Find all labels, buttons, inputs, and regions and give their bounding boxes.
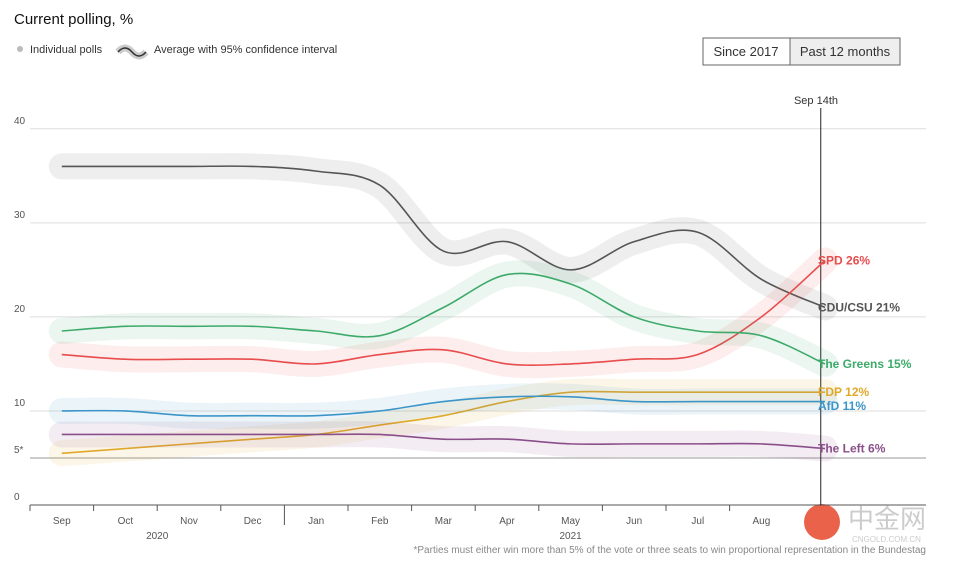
series-end-label: 11% [843,399,867,413]
date-marker-label: Sep 14th [794,95,838,107]
series-name: FDP [818,385,842,399]
x-tick-label: Jul [691,516,704,527]
watermark-logo [804,504,840,540]
year-label: 2021 [559,531,582,542]
button[interactable]: Since 2017 [702,37,791,66]
series-label: The Left 6% [818,442,886,456]
x-tick-label: Apr [499,516,515,527]
series-end-label: 15% [887,357,911,371]
series-line [61,395,825,417]
series-label: AfD 11% [818,399,866,413]
x-tick-label: Aug [753,516,771,527]
watermark: CNGOLD.COM.CN [852,535,921,544]
series-name: The Left [818,442,865,456]
series-name: AfD [818,399,840,413]
x-tick-label: Dec [244,516,262,527]
series-end-label: 6% [868,442,886,456]
confidence-band [48,383,838,429]
button[interactable]: Past 12 months [789,37,901,66]
series-label: The Greens 15% [818,357,912,371]
y-tick-label: 5* [14,445,24,456]
y-tick-label: 20 [14,304,26,315]
y-tick-label: 0 [14,492,20,503]
series-name: CDU/CSU [818,301,873,315]
x-tick-label: Feb [371,516,389,527]
series-line [61,165,826,309]
x-tick-label: Mar [435,516,453,527]
series-end-label: 21% [876,301,900,315]
year-label: 2020 [146,531,169,542]
watermark: 中金网 [848,504,926,534]
series-line [61,390,825,455]
series-name: The Greens [818,357,884,371]
footnote: *Parties must either win more than 5% of… [413,545,926,556]
legend-line [117,47,147,57]
series-end-label: 12% [845,385,869,399]
button-frame[interactable] [789,37,901,66]
x-tick-label: Nov [180,516,198,527]
chart-title: Current polling, % [14,11,133,28]
series-line [61,272,826,365]
button-label[interactable]: Since 2017 [713,44,778,59]
button-label[interactable]: Past 12 months [800,44,891,59]
legend-label: Individual polls [30,44,103,56]
x-tick-label: May [561,516,580,527]
x-tick-label: Jan [308,516,324,527]
y-tick-label: 30 [14,210,26,221]
series-name: SPD [818,253,843,267]
x-tick-label: Jun [626,516,642,527]
series-line [61,259,826,366]
y-tick-label: 10 [14,398,26,409]
confidence-band [48,153,838,321]
x-tick-label: Sep [53,516,71,527]
series-end-label: 26% [846,253,870,267]
legend-label: Average with 95% confidence interval [154,44,337,56]
series-label: FDP 12% [818,385,869,399]
legend-dot [17,46,23,52]
series-label: SPD 26% [818,253,870,267]
confidence-band [48,421,838,462]
series-label: CDU/CSU 21% [818,301,900,315]
x-tick-label: Oct [118,516,134,527]
y-tick-label: 40 [14,116,26,127]
series-line [61,433,826,450]
